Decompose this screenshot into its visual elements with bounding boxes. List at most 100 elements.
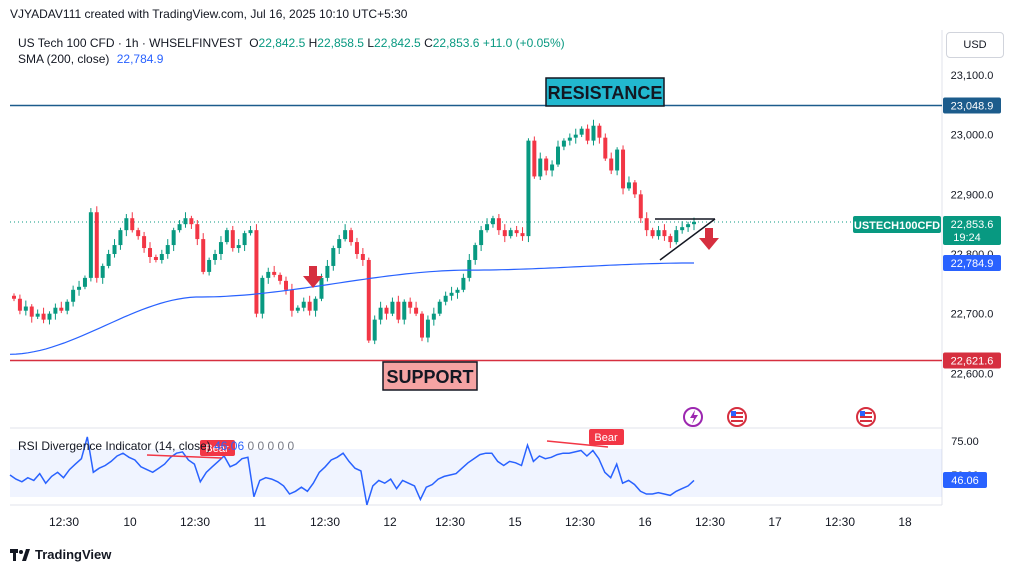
candle-body	[94, 212, 99, 278]
candle-body	[224, 230, 229, 243]
time-tick-label: 17	[768, 515, 782, 529]
candle-body	[585, 128, 590, 141]
bear-tag-label: Bear	[594, 432, 618, 444]
currency-button[interactable]: USD	[946, 32, 1004, 58]
candle-body	[473, 245, 478, 260]
candle-body	[692, 221, 696, 225]
high-value: 22,858.5	[317, 36, 364, 50]
bear-tag-label: Bear	[205, 443, 229, 455]
bear-arrow-down-icon	[699, 228, 719, 250]
candle-body	[443, 295, 448, 302]
time-tick-label: 12:30	[49, 515, 79, 529]
tradingview-footer[interactable]: TradingView	[10, 547, 111, 562]
time-tick-label: 12:30	[825, 515, 855, 529]
candle-body	[53, 307, 58, 314]
candle-body	[100, 265, 105, 278]
sma-label: SMA (200, close)	[18, 52, 110, 66]
low-value: 22,842.5	[374, 36, 421, 50]
candle-body	[295, 307, 300, 311]
candle-body	[621, 149, 626, 189]
support-price-badge	[943, 352, 1001, 369]
candle-body	[272, 271, 277, 275]
candle-body	[35, 313, 40, 317]
candle-body	[88, 212, 93, 278]
high-label: H	[308, 36, 318, 50]
symbol-tag	[853, 216, 941, 233]
candle-body	[301, 301, 306, 308]
symbol-tag-text: USTECH100CFD	[854, 220, 940, 232]
rsi-legend[interactable]: RSI Divergence Indicator (14, close) 46.…	[18, 439, 294, 453]
candle-body	[544, 158, 549, 171]
candle-body	[41, 313, 46, 320]
candle-body	[502, 230, 507, 237]
candle-body	[437, 301, 442, 314]
countdown-text: 19:24	[953, 232, 981, 244]
candle-body	[461, 277, 466, 290]
wedge-lower-line	[659, 218, 716, 261]
candle-body	[414, 307, 419, 314]
candle-body	[343, 230, 348, 240]
candle-body	[112, 245, 117, 255]
candle-body	[171, 230, 176, 246]
bear-divergence-line	[546, 440, 609, 448]
us-flag-icon[interactable]	[856, 407, 876, 427]
support-label-box	[382, 361, 478, 391]
candle-body	[526, 140, 531, 237]
candle-body	[195, 224, 200, 240]
candle-body	[23, 306, 28, 311]
support-label: SUPPORT	[386, 367, 473, 387]
candle-body	[408, 301, 413, 308]
candle-body	[242, 233, 247, 246]
price-tick-label: 22,600.0	[951, 368, 994, 380]
candle-body	[307, 301, 312, 311]
symbol-legend[interactable]: US Tech 100 CFD · 1h · WHSELFINVEST O22,…	[18, 36, 565, 50]
candle-body	[236, 245, 241, 249]
candles	[12, 119, 696, 345]
candle-body	[650, 230, 655, 237]
rsi-tick-label: 75.00	[951, 436, 979, 448]
sma-legend[interactable]: SMA (200, close) 22,784.9	[18, 52, 163, 66]
candle-body	[431, 313, 436, 320]
tradingview-logo-icon	[10, 548, 30, 561]
candle-body	[289, 289, 294, 311]
candle-body	[360, 254, 365, 260]
candle-body	[337, 239, 342, 249]
change-value: +11.0 (+0.05%)	[482, 36, 565, 50]
rsi-legend-value: 46.06	[214, 439, 245, 453]
resistance-price-text: 23,048.9	[951, 100, 994, 112]
candle-body	[77, 286, 82, 290]
candle-body	[313, 298, 318, 311]
candle-body	[396, 301, 401, 320]
rsi-value-badge	[943, 472, 987, 488]
time-tick-label: 12:30	[435, 515, 465, 529]
resistance-label-box	[545, 77, 665, 107]
candle-body	[455, 289, 460, 293]
lightning-icon[interactable]	[683, 407, 703, 427]
sma-line	[9, 262, 694, 355]
candle-body	[656, 230, 661, 237]
candle-body	[366, 259, 371, 341]
candle-body	[538, 158, 543, 177]
candle-body	[556, 146, 560, 165]
time-tick-label: 12:30	[695, 515, 725, 529]
candle-body	[567, 137, 572, 141]
us-flag-icon[interactable]	[727, 407, 747, 427]
candle-body	[514, 230, 519, 234]
candle-body	[207, 259, 212, 272]
candle-body	[479, 230, 484, 246]
rsi-band	[10, 449, 942, 497]
time-tick-label: 16	[638, 515, 652, 529]
sma-price-text: 22,784.9	[951, 258, 994, 270]
candle-body	[520, 233, 525, 237]
candle-body	[106, 254, 111, 266]
close-label: C	[424, 36, 433, 50]
last-price-text: 22,853.6	[951, 219, 994, 231]
rsi-value-badge-text: 46.06	[951, 475, 979, 487]
candle-body	[218, 242, 223, 255]
candle-body	[579, 128, 584, 135]
candle-body	[254, 230, 259, 314]
candle-body	[325, 265, 330, 278]
candle-body	[189, 218, 194, 225]
bear-divergence-line	[146, 454, 223, 459]
